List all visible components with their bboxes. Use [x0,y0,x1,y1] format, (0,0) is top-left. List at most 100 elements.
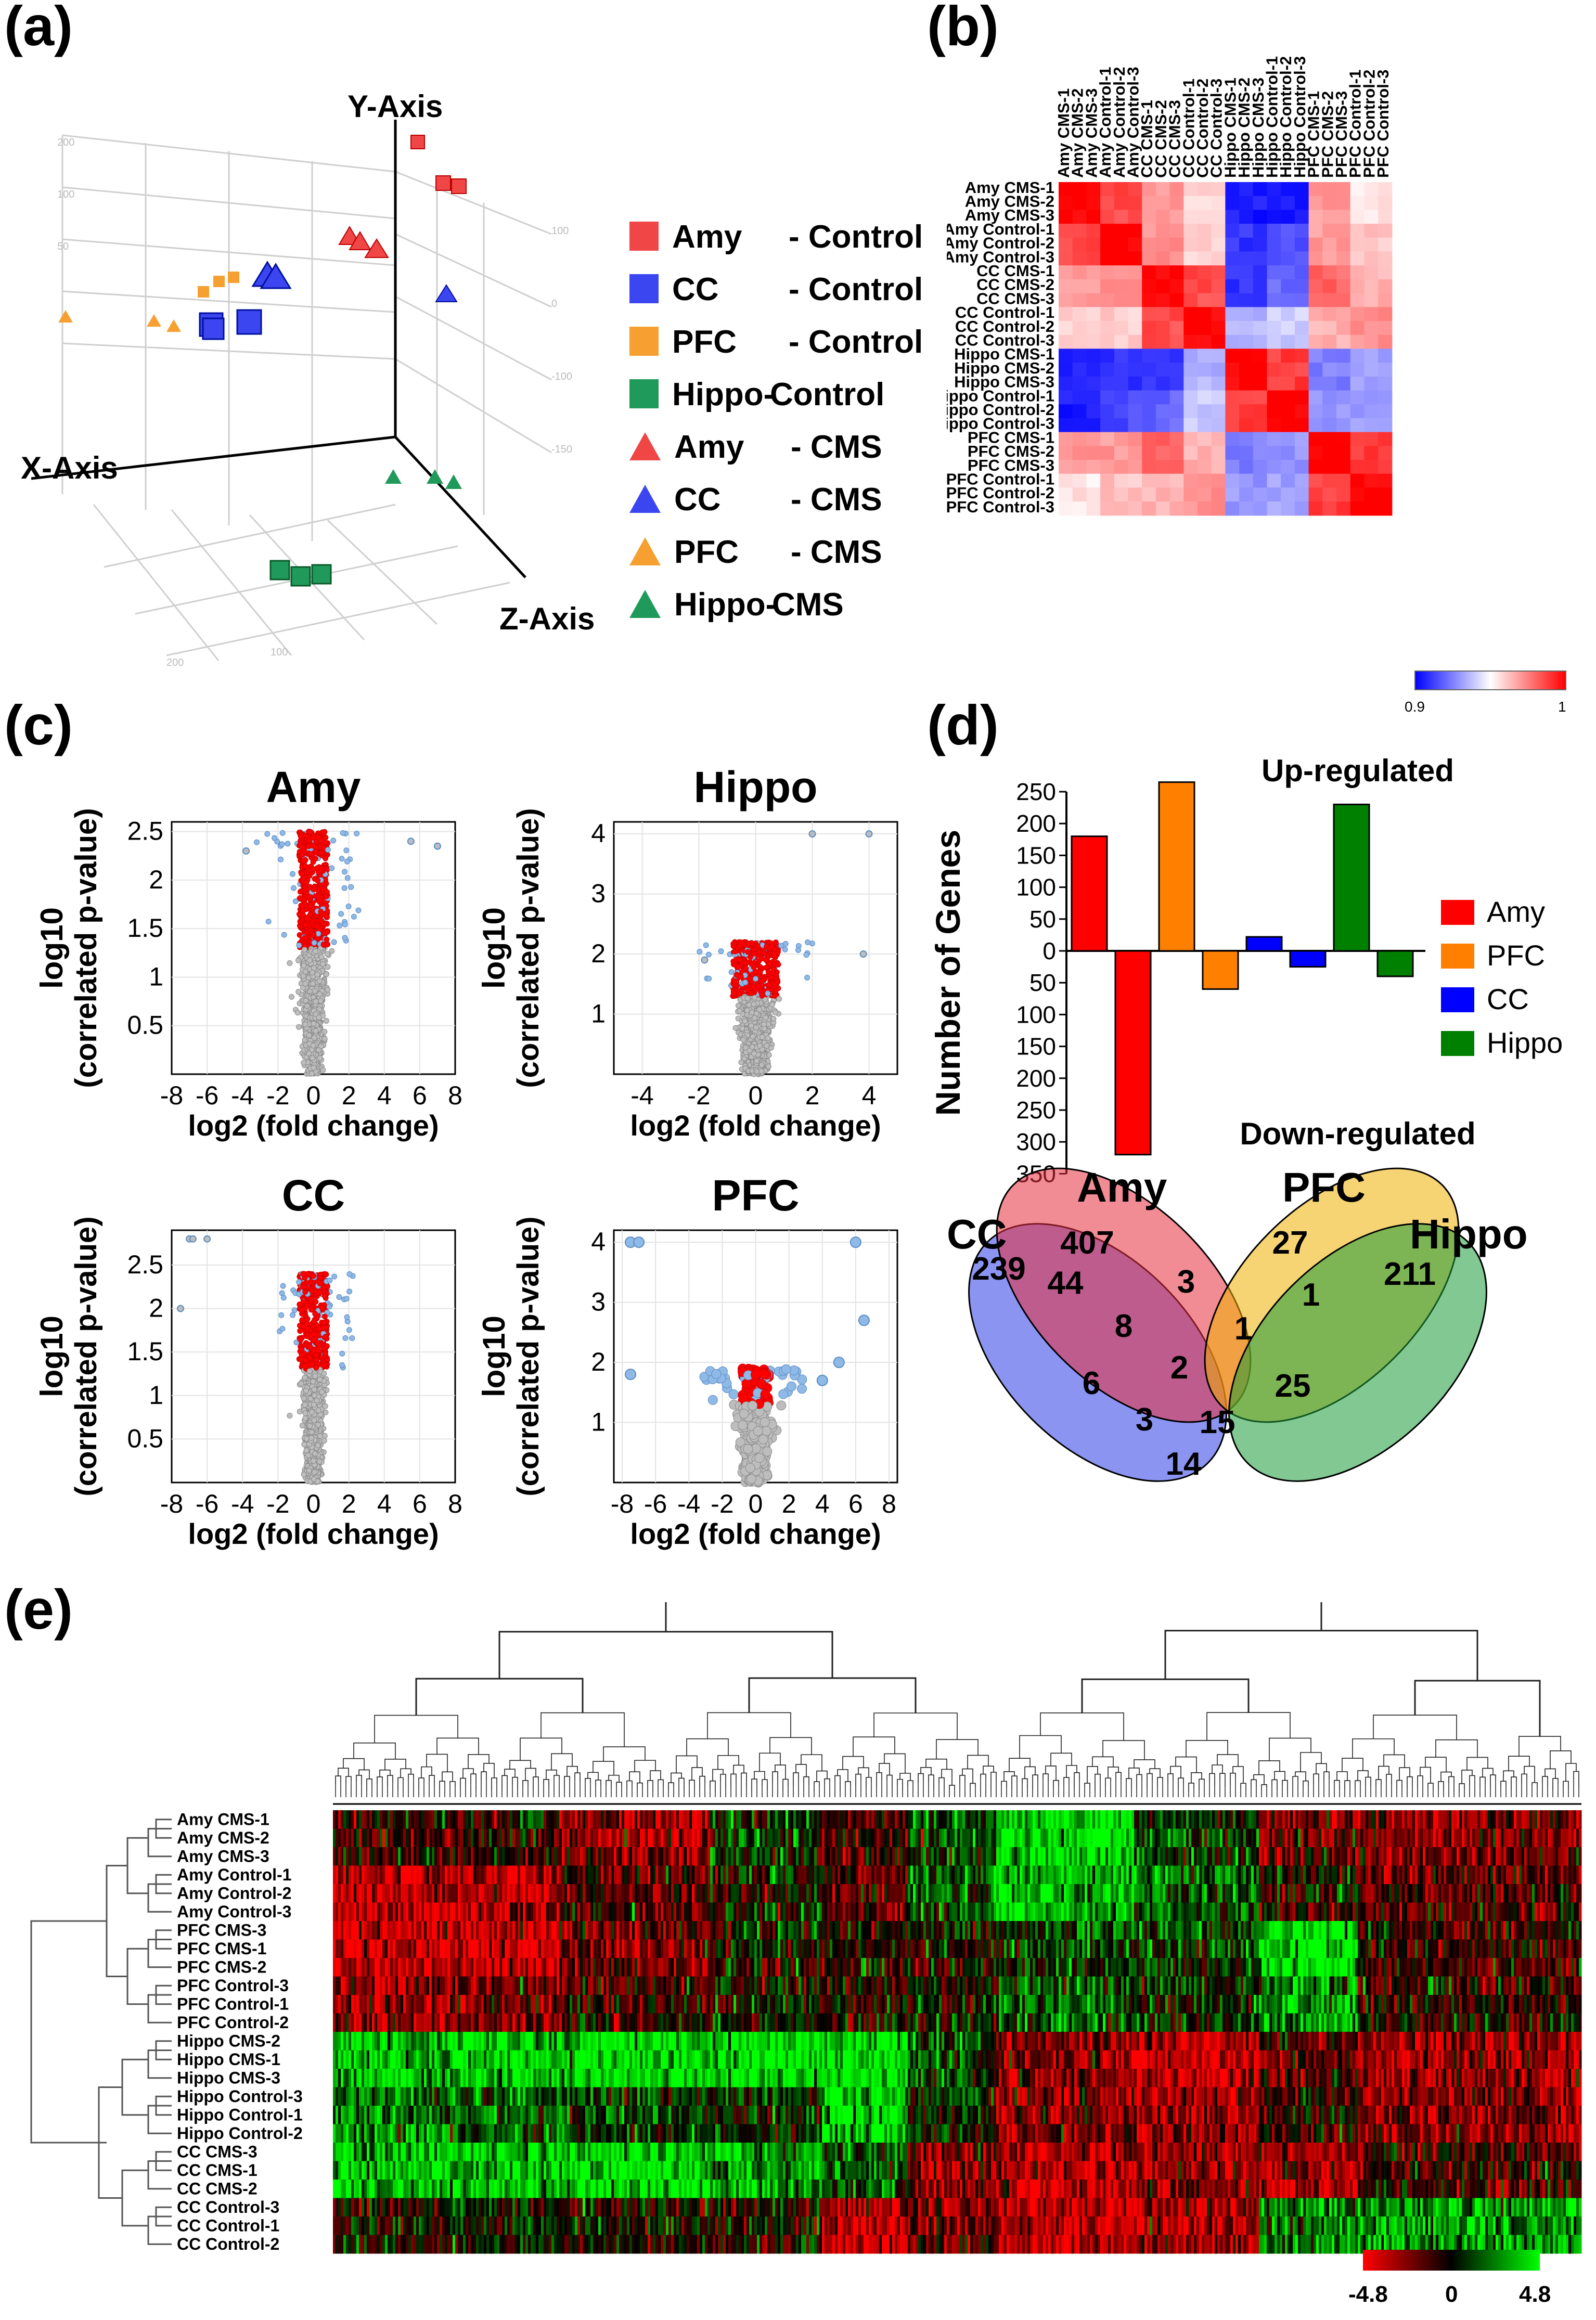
correlation-cell [1072,334,1087,349]
correlation-cell [1322,307,1337,321]
correlation-cell [1308,390,1323,405]
volcano-point [345,903,352,909]
correlation-cell [1086,404,1101,419]
volcano-point [279,830,286,836]
correlation-cell [1350,224,1365,238]
correlation-cell [1364,321,1379,336]
correlation-cell [1100,334,1115,349]
row-label: CC CMS-1 [976,262,1054,280]
correlation-cell [1336,460,1351,474]
correlation-cell [1183,363,1198,377]
correlation-cell [1267,265,1281,280]
volcano-point [735,1002,741,1009]
correlation-cell [1072,487,1087,502]
correlation-cell [1294,376,1309,391]
correlation-cell [1239,196,1254,210]
volcano-point [756,949,762,955]
volcano-point [769,1001,776,1008]
correlation-cell [1239,432,1254,446]
correlation-cell [1336,446,1351,460]
correlation-cell [1198,237,1212,252]
pca-tick: 200 [166,657,184,668]
correlation-cell [1364,307,1379,321]
correlation-cells [1059,182,1393,516]
pca-tick: 0 [551,298,557,310]
correlation-cell [1059,390,1073,405]
volcano-point [697,949,703,955]
pca-tick: 100 [57,189,74,200]
volcano-point [805,939,811,946]
correlation-cell [1225,182,1240,197]
correlation-cell [1336,265,1351,280]
correlation-cell [1350,418,1365,433]
correlation-cell [1100,196,1115,210]
correlation-cell [1225,363,1240,377]
y-tick: 1.5 [127,913,163,943]
correlation-cell [1155,473,1170,488]
volcano-point [318,909,324,915]
correlation-cell [1086,473,1101,488]
correlation-cell [1059,487,1073,502]
correlation-cell [1169,432,1184,446]
correlation-cell [1350,390,1365,405]
correlation-cell [1308,182,1323,197]
square-icon [629,221,659,251]
volcano-point [297,888,303,895]
correlation-cell [1294,237,1309,252]
correlation-cell [1169,349,1184,363]
point-amy-control [435,175,451,191]
volcano-point [321,1036,328,1042]
correlation-cell [1183,418,1198,433]
correlation-cell [1059,321,1073,336]
correlation-cell [1100,501,1115,516]
volcano-point [331,1273,338,1280]
correlation-cell [1100,237,1115,252]
volcano-point [311,843,317,849]
correlation-cell [1183,196,1198,210]
volcano-point [316,991,323,997]
correlation-cell [1267,182,1281,197]
volcano-point [326,1304,332,1310]
correlation-cell [1239,446,1254,460]
correlation-cell [1086,265,1101,280]
volcano-point [341,885,347,891]
point-amy-control [410,135,425,149]
x-axis-label: log2 (fold change) [188,1109,439,1142]
correlation-cell [1294,432,1309,446]
z-axis-line [394,436,526,578]
correlation-cell [1294,390,1309,405]
correlation-cell [1281,279,1295,294]
correlation-cell [1378,404,1393,419]
correlation-cell [1211,196,1226,210]
correlation-cell [1267,501,1281,516]
volcano-point [308,851,314,857]
correlation-cell [1294,418,1309,433]
correlation-cell [1336,251,1351,266]
correlation-cell [1322,376,1337,391]
correlation-cell [1308,446,1323,460]
correlation-cell [1281,376,1295,391]
volcano-point [772,1009,778,1015]
volcano-point [311,939,317,946]
volcano-point [746,975,753,982]
point-amy-cms [364,238,389,258]
volcano-point [316,978,323,984]
correlation-cell [1350,349,1365,363]
correlation-cell [1128,293,1142,307]
correlation-cell [1128,432,1142,446]
correlation-cell [1253,446,1268,460]
volcano-point [765,990,771,997]
legend-amy-control: Amy - Control [629,218,923,255]
row-label: Amy Control-2 [947,234,1054,252]
correlation-cell [1225,237,1240,252]
x-tick: 8 [448,1081,462,1110]
correlation-cell [1253,307,1268,321]
correlation-cell [1169,307,1184,321]
correlation-cell [1225,279,1240,294]
correlation-cell [1350,376,1365,391]
row-label: Hippo Control-2 [947,401,1054,419]
correlation-cell [1336,307,1351,321]
volcano-point [736,991,742,997]
correlation-cell [1059,473,1073,488]
x-tick: -4 [630,1081,653,1110]
